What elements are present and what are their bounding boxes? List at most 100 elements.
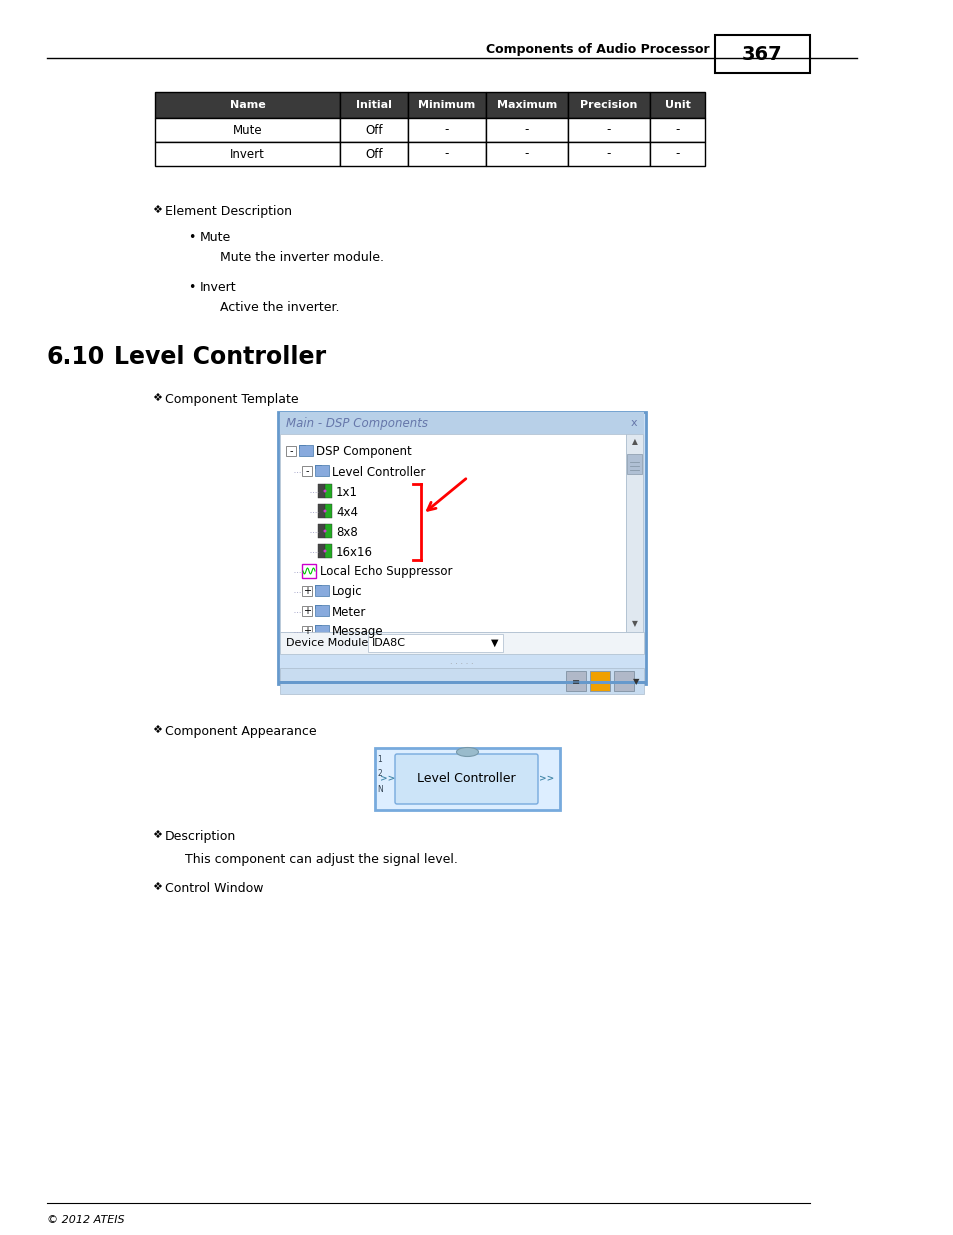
Text: 4x4: 4x4 [335, 505, 357, 519]
Bar [298, 445, 313, 456]
Bar [314, 605, 320, 608]
Text: Level Controller: Level Controller [113, 345, 326, 369]
Text: DSP Component: DSP Component [315, 446, 412, 458]
Bar [314, 625, 320, 629]
Text: 8x8: 8x8 [335, 526, 357, 538]
Bar [375, 748, 559, 810]
Text: IDA8C: IDA8C [372, 638, 406, 648]
Text: Level Controller: Level Controller [416, 773, 516, 785]
Bar [302, 466, 312, 475]
Text: Initial: Initial [355, 100, 392, 110]
Text: Invert: Invert [230, 147, 265, 161]
Text: ❖: ❖ [152, 725, 162, 735]
Bar [314, 466, 320, 468]
Text: Main - DSP Components: Main - DSP Components [286, 416, 428, 430]
Text: 367: 367 [741, 44, 782, 63]
Ellipse shape [323, 530, 326, 532]
Text: ❖: ❖ [152, 830, 162, 840]
Bar [277, 680, 645, 684]
Text: ▼: ▼ [491, 638, 498, 648]
Text: -: - [675, 124, 679, 137]
Text: +: + [303, 606, 311, 616]
Text: Component Template: Component Template [165, 393, 298, 406]
Text: +: + [303, 626, 311, 636]
Text: 16x16: 16x16 [335, 546, 373, 558]
Text: N: N [376, 785, 382, 794]
Text: Description: Description [165, 830, 236, 844]
Ellipse shape [323, 489, 326, 493]
Text: -: - [305, 466, 309, 475]
Bar [339, 91, 408, 119]
Text: Device Module: Device Module [286, 638, 368, 648]
Text: Control Window: Control Window [165, 882, 263, 895]
Bar [314, 585, 320, 588]
Text: Precision: Precision [579, 100, 637, 110]
Bar [485, 119, 567, 142]
Bar [368, 634, 502, 652]
Bar [567, 119, 649, 142]
Ellipse shape [323, 550, 326, 552]
Bar [714, 35, 809, 73]
Text: Mute: Mute [200, 231, 231, 245]
Text: 1x1: 1x1 [335, 485, 357, 499]
Text: Unit: Unit [664, 100, 690, 110]
Bar [302, 606, 312, 616]
Text: x: x [630, 417, 637, 429]
Ellipse shape [456, 747, 478, 757]
Bar [154, 91, 339, 119]
Text: Element Description: Element Description [165, 205, 292, 219]
Text: ▲: ▲ [631, 437, 637, 447]
Bar [325, 543, 332, 558]
Bar [339, 142, 408, 165]
Bar [317, 484, 325, 498]
Bar [286, 446, 295, 456]
Bar [280, 433, 625, 632]
Text: ❖: ❖ [152, 205, 162, 215]
FancyBboxPatch shape [395, 755, 537, 804]
Text: Mute: Mute [233, 124, 262, 137]
Bar [314, 605, 329, 616]
Bar [649, 119, 704, 142]
Bar [298, 445, 305, 448]
Text: Minimum: Minimum [418, 100, 476, 110]
Bar [314, 466, 329, 475]
Bar [325, 484, 332, 498]
Bar [485, 142, 567, 165]
Text: -: - [524, 124, 529, 137]
Text: ❖: ❖ [152, 882, 162, 892]
Text: Maximum: Maximum [497, 100, 557, 110]
Text: ❖: ❖ [152, 393, 162, 403]
Text: •: • [188, 282, 195, 294]
Bar [314, 625, 329, 636]
Text: This component can adjust the signal level.: This component can adjust the signal lev… [185, 853, 457, 866]
Bar [626, 454, 641, 474]
Text: . . . . .: . . . . . [450, 657, 474, 667]
Text: ▼: ▼ [632, 678, 639, 687]
Bar [408, 119, 485, 142]
Text: 2: 2 [377, 769, 382, 778]
Bar [485, 91, 567, 119]
Text: Invert: Invert [200, 282, 236, 294]
Bar [567, 91, 649, 119]
Text: 1: 1 [377, 756, 382, 764]
Text: Message: Message [332, 625, 383, 638]
Text: -: - [289, 446, 293, 456]
Text: Off: Off [365, 124, 382, 137]
Bar [280, 668, 643, 694]
Text: •: • [188, 231, 195, 245]
Text: -: - [606, 147, 611, 161]
Bar [302, 585, 312, 597]
Text: Local Echo Suppressor: Local Echo Suppressor [319, 566, 452, 578]
Bar [280, 412, 643, 433]
Bar [408, 91, 485, 119]
Bar [339, 119, 408, 142]
Text: >>: >> [538, 774, 554, 783]
Text: Components of Audio Processor: Components of Audio Processor [486, 43, 709, 57]
Bar [154, 142, 339, 165]
Text: -: - [444, 147, 449, 161]
Bar [325, 524, 332, 538]
Text: Level Controller: Level Controller [332, 466, 425, 478]
Bar [302, 564, 315, 578]
Text: Active the inverter.: Active the inverter. [220, 301, 339, 314]
Bar [154, 119, 339, 142]
